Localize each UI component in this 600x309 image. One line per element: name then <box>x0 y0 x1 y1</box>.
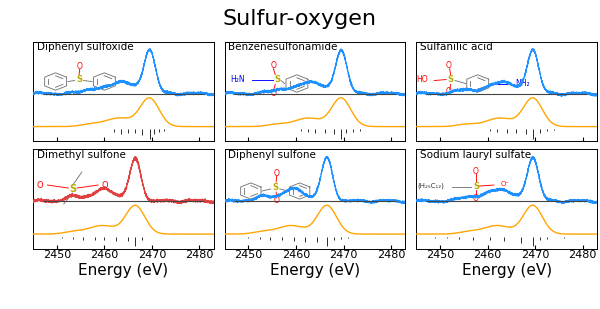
Text: Diphenyl sulfoxide: Diphenyl sulfoxide <box>37 42 133 52</box>
Text: O: O <box>274 169 280 178</box>
Text: (H₂₅C₁₂): (H₂₅C₁₂) <box>417 183 444 189</box>
Text: Sodium lauryl sulfate: Sodium lauryl sulfate <box>420 150 531 160</box>
Text: Sulfur-oxygen: Sulfur-oxygen <box>223 9 377 29</box>
Text: O: O <box>473 194 479 204</box>
Text: H₂N: H₂N <box>230 75 245 84</box>
X-axis label: Energy (eV): Energy (eV) <box>270 263 360 278</box>
Text: NH₂: NH₂ <box>515 79 530 88</box>
X-axis label: Energy (eV): Energy (eV) <box>461 263 551 278</box>
Text: S: S <box>76 75 82 84</box>
Text: S: S <box>274 75 280 84</box>
Text: O: O <box>77 62 83 71</box>
Text: Benzenesulfonamide: Benzenesulfonamide <box>228 42 338 52</box>
Text: S: S <box>473 182 479 191</box>
Text: O: O <box>446 87 452 96</box>
Text: Dimethyl sulfone: Dimethyl sulfone <box>37 150 125 160</box>
Text: O⁻: O⁻ <box>500 181 509 187</box>
X-axis label: Energy (eV): Energy (eV) <box>79 263 169 278</box>
Text: O: O <box>446 61 452 70</box>
Text: HO: HO <box>416 75 427 84</box>
Text: O: O <box>102 180 109 189</box>
Text: O: O <box>37 180 44 189</box>
Text: S: S <box>69 184 76 194</box>
Text: Diphenyl sulfone: Diphenyl sulfone <box>228 150 316 160</box>
Text: S: S <box>448 75 454 84</box>
Text: O: O <box>271 89 277 98</box>
Text: O: O <box>271 61 277 70</box>
Text: O: O <box>274 197 280 205</box>
Text: Sulfanilic acid: Sulfanilic acid <box>420 42 493 52</box>
Text: S: S <box>272 183 278 192</box>
Text: O: O <box>473 167 479 176</box>
